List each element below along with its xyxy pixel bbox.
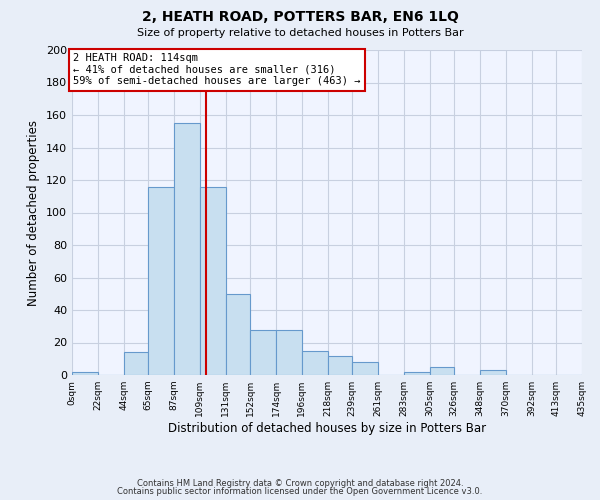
Text: Contains public sector information licensed under the Open Government Licence v3: Contains public sector information licen… <box>118 487 482 496</box>
Bar <box>352 362 378 375</box>
Bar <box>226 294 250 375</box>
Bar <box>250 330 276 375</box>
Bar <box>200 186 226 375</box>
Text: Contains HM Land Registry data © Crown copyright and database right 2024.: Contains HM Land Registry data © Crown c… <box>137 478 463 488</box>
Bar <box>276 330 302 375</box>
X-axis label: Distribution of detached houses by size in Potters Bar: Distribution of detached houses by size … <box>168 422 486 435</box>
Bar <box>430 367 454 375</box>
Text: 2, HEATH ROAD, POTTERS BAR, EN6 1LQ: 2, HEATH ROAD, POTTERS BAR, EN6 1LQ <box>142 10 458 24</box>
Bar <box>148 186 174 375</box>
Bar <box>72 372 98 375</box>
Bar <box>124 352 148 375</box>
Bar <box>174 123 200 375</box>
Bar <box>328 356 352 375</box>
Text: Size of property relative to detached houses in Potters Bar: Size of property relative to detached ho… <box>137 28 463 38</box>
Y-axis label: Number of detached properties: Number of detached properties <box>28 120 40 306</box>
Bar <box>480 370 506 375</box>
Bar <box>302 350 328 375</box>
Text: 2 HEATH ROAD: 114sqm
← 41% of detached houses are smaller (316)
59% of semi-deta: 2 HEATH ROAD: 114sqm ← 41% of detached h… <box>73 53 361 86</box>
Bar <box>404 372 430 375</box>
